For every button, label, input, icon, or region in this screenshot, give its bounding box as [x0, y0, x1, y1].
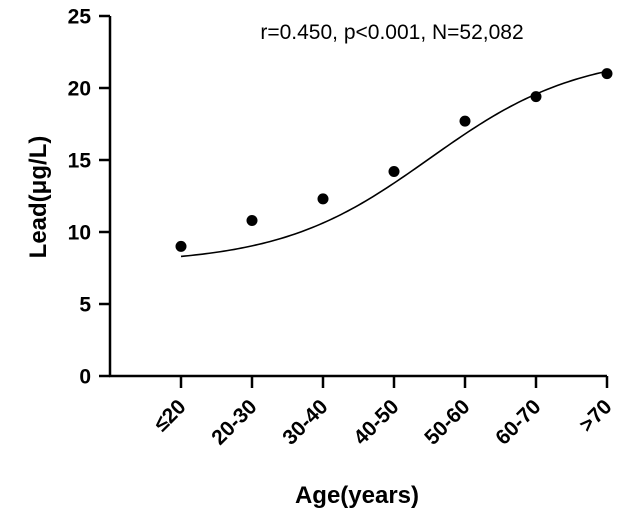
- data-point: [317, 193, 329, 205]
- y-tick-label: 0: [79, 366, 91, 389]
- y-tick-label: 5: [79, 294, 91, 317]
- data-point: [459, 115, 471, 127]
- x-tick-label: 40-50: [349, 395, 403, 449]
- x-tick-label: 50-60: [420, 395, 474, 449]
- y-axis: 0 5 10 15 20 25: [68, 6, 112, 389]
- chart-annotation: r=0.450, p<0.001, N=52,082: [260, 21, 523, 44]
- x-axis: ≤20 20-30 30-40 40-50 50-60 60-70 >70: [109, 374, 617, 450]
- data-point: [175, 240, 187, 252]
- data-point: [601, 68, 613, 80]
- y-tick-label: 25: [68, 6, 92, 29]
- fit-curve: [180, 70, 608, 258]
- y-tick-label: 10: [68, 222, 91, 245]
- y-tick-label: 15: [68, 150, 92, 173]
- x-tick-label: 30-40: [278, 395, 332, 449]
- y-axis-title: Lead(μg/L): [25, 136, 52, 259]
- data-point: [246, 214, 258, 226]
- x-tick-label: >70: [575, 395, 616, 436]
- data-point: [388, 166, 400, 178]
- y-tick-label: 20: [68, 78, 91, 101]
- data-point: [530, 91, 542, 103]
- x-tick-label: 60-70: [491, 395, 545, 449]
- x-axis-title: Age(years): [295, 482, 419, 509]
- x-tick-label: 20-30: [207, 395, 261, 449]
- x-tick-label: ≤20: [150, 395, 191, 436]
